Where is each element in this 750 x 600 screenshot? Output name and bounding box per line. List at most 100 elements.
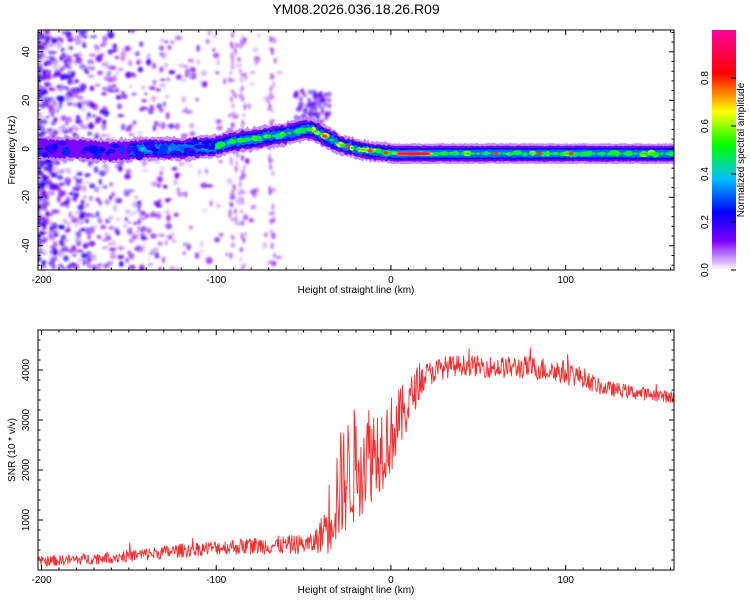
- ridge-core-blob: [502, 152, 507, 155]
- noise-spot: [184, 191, 188, 198]
- noise-spot: [52, 59, 59, 67]
- noise-spot: [86, 215, 90, 220]
- noise-spot: [95, 211, 100, 218]
- ridge-core-blob: [622, 152, 628, 155]
- ridge-core-blob: [664, 152, 670, 155]
- ridge-blob: [244, 137, 252, 142]
- noise-spot: [38, 249, 41, 255]
- noise-spot: [175, 123, 180, 130]
- noise-spot: [167, 45, 172, 50]
- noise-spot: [41, 89, 48, 95]
- noise-spot: [127, 221, 131, 224]
- noise-spot: [170, 40, 175, 44]
- noise-streak-spot: [271, 232, 275, 240]
- noise-spot: [126, 46, 132, 52]
- noise-spot: [75, 119, 83, 125]
- noise-spot: [119, 261, 124, 267]
- noise-spot: [137, 248, 145, 253]
- noise-spot: [131, 201, 138, 208]
- plume-spot: [302, 92, 307, 98]
- noise-spot: [51, 113, 55, 117]
- noise-streak-spot: [271, 171, 275, 176]
- noise-spot: [40, 46, 45, 50]
- noise-spot: [78, 230, 81, 238]
- noise-spot: [113, 43, 117, 49]
- noise-spot: [178, 64, 186, 68]
- noise-spot: [79, 211, 87, 218]
- noise-spot: [159, 166, 165, 171]
- ridge-core-blob: [444, 152, 450, 155]
- ridge-dark-blob: [174, 150, 182, 157]
- plume-spot: [320, 118, 325, 124]
- noise-spot: [205, 168, 208, 174]
- noise-spot: [115, 94, 122, 100]
- noise-spot: [103, 76, 108, 81]
- noise-spot: [60, 37, 64, 44]
- noise-spot: [74, 79, 79, 84]
- noise-spot: [56, 73, 62, 77]
- noise-spot: [72, 253, 77, 257]
- ridge-core-blob: [476, 152, 481, 155]
- noise-spot: [107, 241, 114, 246]
- noise-spot: [126, 227, 133, 235]
- noise-spot: [123, 223, 128, 228]
- noise-spot: [85, 213, 92, 217]
- noise-streak-spot: [234, 50, 238, 55]
- noise-spot: [58, 182, 65, 186]
- noise-spot: [215, 71, 219, 75]
- noise-spot: [206, 184, 214, 188]
- noise-spot: [161, 256, 166, 264]
- noise-spot: [57, 186, 61, 192]
- noise-spot: [167, 77, 170, 82]
- spectrogram-x-axis-label: Height of straight line (km): [298, 285, 415, 296]
- noise-spot: [77, 204, 85, 210]
- noise-spot: [110, 250, 116, 255]
- noise-spot: [41, 260, 46, 265]
- noise-spot: [95, 55, 103, 63]
- noise-streak-spot: [241, 200, 245, 206]
- noise-streak-spot: [230, 202, 234, 208]
- noise-spot: [247, 103, 252, 110]
- noise-spot: [39, 172, 45, 176]
- noise-spot: [167, 123, 175, 129]
- noise-spot: [225, 253, 229, 257]
- noise-spot: [235, 62, 239, 69]
- noise-spot: [117, 103, 122, 110]
- noise-spot: [128, 133, 135, 136]
- ridge-blob: [484, 151, 489, 156]
- noise-spot: [275, 255, 282, 260]
- noise-spot: [108, 226, 115, 230]
- noise-spot: [100, 224, 107, 230]
- snr-ticks: [38, 329, 674, 571]
- noise-spot: [45, 82, 52, 86]
- noise-streak-spot: [229, 193, 233, 201]
- noise-spot: [160, 37, 165, 43]
- noise-spot: [106, 134, 110, 137]
- noise-spot: [85, 203, 90, 208]
- noise-spot: [124, 257, 130, 264]
- noise-spot: [152, 62, 156, 70]
- noise-spot: [64, 199, 70, 205]
- noise-spot: [72, 187, 77, 192]
- noise-spot: [200, 69, 208, 77]
- ridge-core-blob: [523, 152, 528, 155]
- plume-spot: [327, 91, 332, 97]
- noise-spot: [84, 219, 89, 224]
- noise-spot: [182, 251, 186, 256]
- noise-spot: [202, 208, 207, 213]
- ridge-core-blob: [439, 152, 444, 155]
- noise-spot: [116, 229, 120, 236]
- noise-streak-spot: [228, 209, 232, 215]
- noise-spot: [51, 37, 58, 44]
- noise-spot: [56, 36, 62, 42]
- noise-spot: [140, 226, 147, 232]
- noise-spot: [127, 265, 135, 269]
- noise-spot: [97, 263, 103, 266]
- noise-spot: [87, 234, 91, 240]
- noise-streak-spot: [230, 52, 234, 59]
- noise-spot: [90, 214, 96, 218]
- noise-spot: [80, 106, 87, 112]
- noise-spot: [114, 55, 120, 60]
- noise-spot: [145, 56, 150, 59]
- plume-spot: [313, 93, 318, 99]
